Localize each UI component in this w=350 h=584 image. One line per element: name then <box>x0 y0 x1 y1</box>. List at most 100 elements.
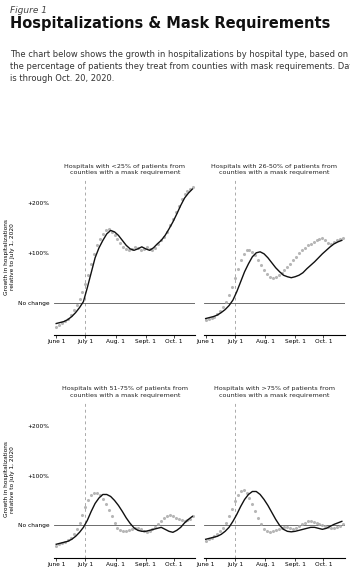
Point <box>270 527 275 536</box>
Point <box>311 237 316 246</box>
Point <box>71 530 77 539</box>
Point <box>65 536 71 545</box>
Point <box>285 262 290 272</box>
Point <box>129 524 135 534</box>
Point <box>176 515 182 524</box>
Point <box>159 236 164 245</box>
Point <box>241 249 246 259</box>
Point <box>109 227 114 237</box>
Point <box>276 270 281 280</box>
Point <box>126 246 132 255</box>
Point <box>256 514 261 523</box>
Point <box>153 523 158 532</box>
Title: Hospitals with <25% of patients from
counties with a mask requirement: Hospitals with <25% of patients from cou… <box>64 164 185 175</box>
Title: Hospitals with 26-50% of patients from
counties with a mask requirement: Hospitals with 26-50% of patients from c… <box>211 164 337 175</box>
Point <box>276 524 281 534</box>
Point <box>74 300 79 310</box>
Point <box>161 514 167 523</box>
Point <box>100 230 106 239</box>
Point <box>62 538 68 547</box>
Point <box>132 524 138 533</box>
Point <box>290 256 296 265</box>
Point <box>302 518 308 527</box>
Point <box>252 251 258 260</box>
Point <box>296 248 302 258</box>
Point <box>206 314 211 323</box>
Y-axis label: Growth in hospitalizations
relative to July 1, 2020: Growth in hospitalizations relative to J… <box>4 218 15 294</box>
Point <box>94 241 100 250</box>
Point <box>302 243 308 252</box>
Point <box>212 312 217 321</box>
Point <box>270 273 275 283</box>
Point <box>179 516 184 525</box>
Point <box>305 241 310 250</box>
Point <box>220 302 226 311</box>
Point <box>91 488 97 498</box>
Point <box>282 266 287 275</box>
Point <box>106 224 112 234</box>
Point <box>167 221 173 230</box>
Point <box>203 315 209 325</box>
Point <box>340 233 345 242</box>
Point <box>229 505 235 514</box>
Point <box>299 246 305 255</box>
Point <box>261 266 267 275</box>
Point <box>153 243 158 252</box>
Point <box>135 243 141 252</box>
Point <box>144 528 149 537</box>
Point <box>293 524 299 533</box>
Point <box>97 234 103 244</box>
Point <box>185 186 190 195</box>
Point <box>331 237 337 246</box>
Point <box>124 244 129 253</box>
Point <box>138 524 144 534</box>
Point <box>182 189 187 199</box>
Point <box>340 520 345 529</box>
Point <box>215 530 220 539</box>
Point <box>256 256 261 265</box>
Point <box>209 533 214 543</box>
Point <box>334 236 340 245</box>
Point <box>85 270 91 280</box>
Point <box>320 233 325 242</box>
Point <box>299 520 305 529</box>
Point <box>62 316 68 325</box>
Point <box>229 282 235 291</box>
Title: Hospitals with 51-75% of patients from
counties with a mask requirement: Hospitals with 51-75% of patients from c… <box>62 387 188 398</box>
Point <box>141 527 147 536</box>
Point <box>115 234 120 244</box>
Point <box>322 522 328 531</box>
Point <box>223 297 229 306</box>
Point <box>173 207 178 217</box>
Point <box>258 260 264 270</box>
Point <box>144 242 149 252</box>
Point <box>264 269 270 279</box>
Point <box>124 527 129 536</box>
Point <box>328 523 334 533</box>
Text: The chart below shows the growth in hospitalizations by hospital type, based on
: The chart below shows the growth in hosp… <box>10 50 350 83</box>
Point <box>109 512 114 521</box>
Point <box>59 318 65 327</box>
Point <box>279 268 284 277</box>
Point <box>173 513 178 523</box>
Point <box>112 518 117 527</box>
Point <box>220 523 226 533</box>
Point <box>150 246 155 255</box>
Point <box>106 506 112 515</box>
Point <box>258 520 264 529</box>
Point <box>244 488 249 498</box>
Point <box>74 524 79 534</box>
Point <box>232 497 238 506</box>
Point <box>132 242 138 252</box>
Point <box>337 522 343 531</box>
Point <box>261 524 267 534</box>
Point <box>217 527 223 536</box>
Point <box>264 527 270 536</box>
Point <box>68 533 74 543</box>
Point <box>238 487 244 496</box>
Point <box>282 523 287 532</box>
Point <box>334 523 340 532</box>
Point <box>235 264 240 273</box>
Point <box>190 512 196 521</box>
Point <box>190 182 196 192</box>
